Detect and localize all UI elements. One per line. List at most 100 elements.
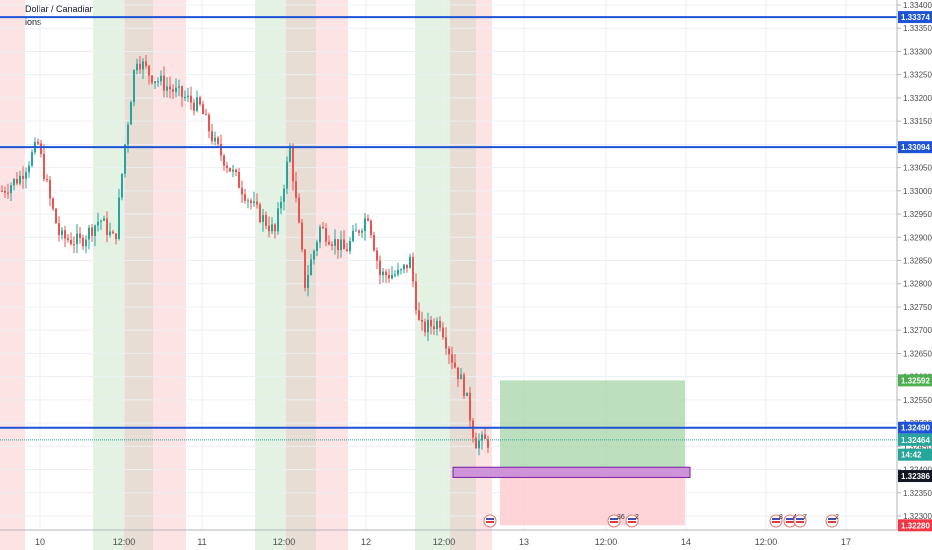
candle-body [478, 440, 480, 449]
price-tick-label: 1.32850 [903, 257, 932, 266]
candle-body [370, 220, 372, 235]
candle [157, 77, 159, 87]
candle-body [358, 230, 360, 233]
candle [274, 223, 276, 239]
candle [124, 143, 126, 178]
candle-body [310, 259, 312, 276]
candle-body [232, 169, 234, 172]
candle [406, 264, 408, 273]
candle [298, 193, 300, 224]
candle-body [85, 239, 87, 247]
price-tag-label: 1.32280 [901, 521, 930, 530]
price-tag-bg [898, 11, 932, 24]
candle [136, 58, 138, 75]
candle [40, 140, 42, 158]
candle-body [118, 197, 120, 239]
candle [10, 182, 12, 202]
candle [70, 232, 72, 246]
candle-body [427, 319, 429, 333]
candle [370, 219, 372, 239]
candle [343, 230, 345, 250]
event-count-label: 36 [617, 514, 625, 521]
candle [286, 156, 288, 194]
candle-body [433, 326, 435, 330]
candle [364, 212, 366, 241]
candle [175, 78, 177, 98]
candle-body [190, 95, 192, 103]
candle [178, 79, 180, 97]
session-band [316, 0, 348, 550]
event-flag-stripe [772, 518, 780, 520]
time-tick-label: 12:00 [433, 537, 456, 547]
candle [58, 216, 60, 242]
candle [55, 207, 57, 224]
candle [187, 87, 189, 103]
candle-body [349, 241, 351, 252]
price-tick-label: 1.32800 [903, 280, 932, 289]
candle-body [400, 269, 402, 271]
candle [319, 224, 321, 249]
candle [97, 212, 99, 232]
candle [202, 101, 204, 115]
candle [100, 219, 102, 230]
candle [247, 198, 249, 209]
event-flag-stripe [610, 521, 618, 523]
candle-body [487, 438, 489, 448]
candle [160, 70, 162, 86]
candle-body [289, 147, 291, 162]
candle-body [127, 124, 129, 145]
candle-body [205, 114, 207, 116]
candle [430, 315, 432, 335]
candle-body [328, 241, 330, 245]
candle-body [100, 220, 102, 222]
candle-body [103, 218, 105, 221]
candle [82, 234, 84, 250]
candle [241, 180, 243, 204]
price-tag: 1.33374 [898, 11, 932, 24]
candle-body [304, 249, 306, 288]
candle-body [322, 226, 324, 229]
candle [250, 198, 252, 210]
candle-body [178, 86, 180, 88]
chart-title: U.S. Dollar / Canadian Dollar, 15, FXCM [5, 4, 166, 14]
price-tick-label: 1.32300 [903, 512, 932, 521]
candle [346, 242, 348, 252]
event-flag-stripe [486, 518, 494, 520]
candle-body [268, 225, 270, 232]
candle-body [196, 97, 198, 111]
time-tick-label: 12:00 [273, 537, 296, 547]
candle [181, 85, 183, 107]
price-tick-label: 1.33150 [903, 117, 932, 126]
candle-body [256, 201, 258, 205]
candle [307, 265, 309, 297]
candle [205, 108, 207, 116]
candle [121, 173, 123, 201]
candle-body [385, 271, 387, 276]
candle [229, 167, 231, 173]
candle-body [262, 215, 264, 222]
candle [310, 254, 312, 276]
candle [412, 252, 414, 288]
candle [118, 188, 120, 241]
candle-body [481, 434, 483, 441]
candle-body [298, 197, 300, 223]
candle [481, 431, 483, 450]
event-flag-stripe [628, 518, 636, 520]
candle-body [58, 223, 60, 235]
candle [184, 90, 186, 102]
candle [421, 311, 423, 332]
candle [262, 209, 264, 232]
candle-body [457, 367, 459, 380]
candle [28, 161, 30, 178]
candle [154, 81, 156, 89]
loss-zone [500, 476, 685, 526]
event-flag-stripe [786, 518, 794, 520]
time-tick-label: 12:00 [595, 537, 618, 547]
candle-body [214, 137, 216, 142]
price-tick-label: 1.32750 [903, 303, 932, 312]
candle-body [301, 222, 303, 250]
candle [256, 193, 258, 209]
time-tick-label: 11 [197, 537, 206, 547]
candle [43, 144, 45, 182]
